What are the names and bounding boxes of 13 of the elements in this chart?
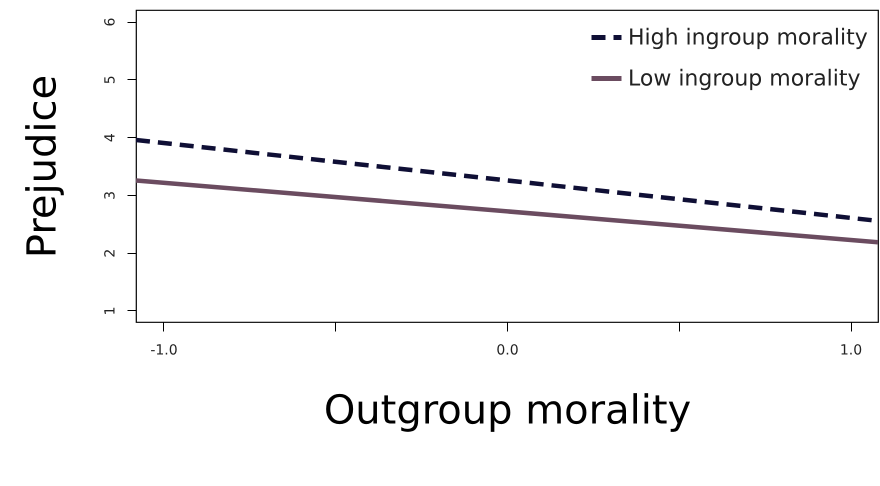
y-tick-label: 5 — [102, 75, 118, 84]
x-axis-title: Outgroup morality — [324, 388, 692, 434]
y-tick-label: 2 — [102, 248, 118, 258]
legend-label: Low ingroup morality — [628, 66, 861, 92]
legend-label: High ingroup morality — [628, 26, 868, 50]
y-tick-label: 1 — [102, 306, 118, 316]
x-tick-label: -1.0 — [150, 342, 178, 358]
y-tick-label: 3 — [102, 190, 118, 200]
y-tick-label: 6 — [102, 18, 118, 27]
x-tick-label: 0.0 — [496, 342, 519, 358]
x-tick-label: 1.0 — [840, 342, 862, 358]
y-tick-label: 4 — [102, 133, 118, 142]
y-axis-title: Prejudice — [20, 74, 66, 258]
